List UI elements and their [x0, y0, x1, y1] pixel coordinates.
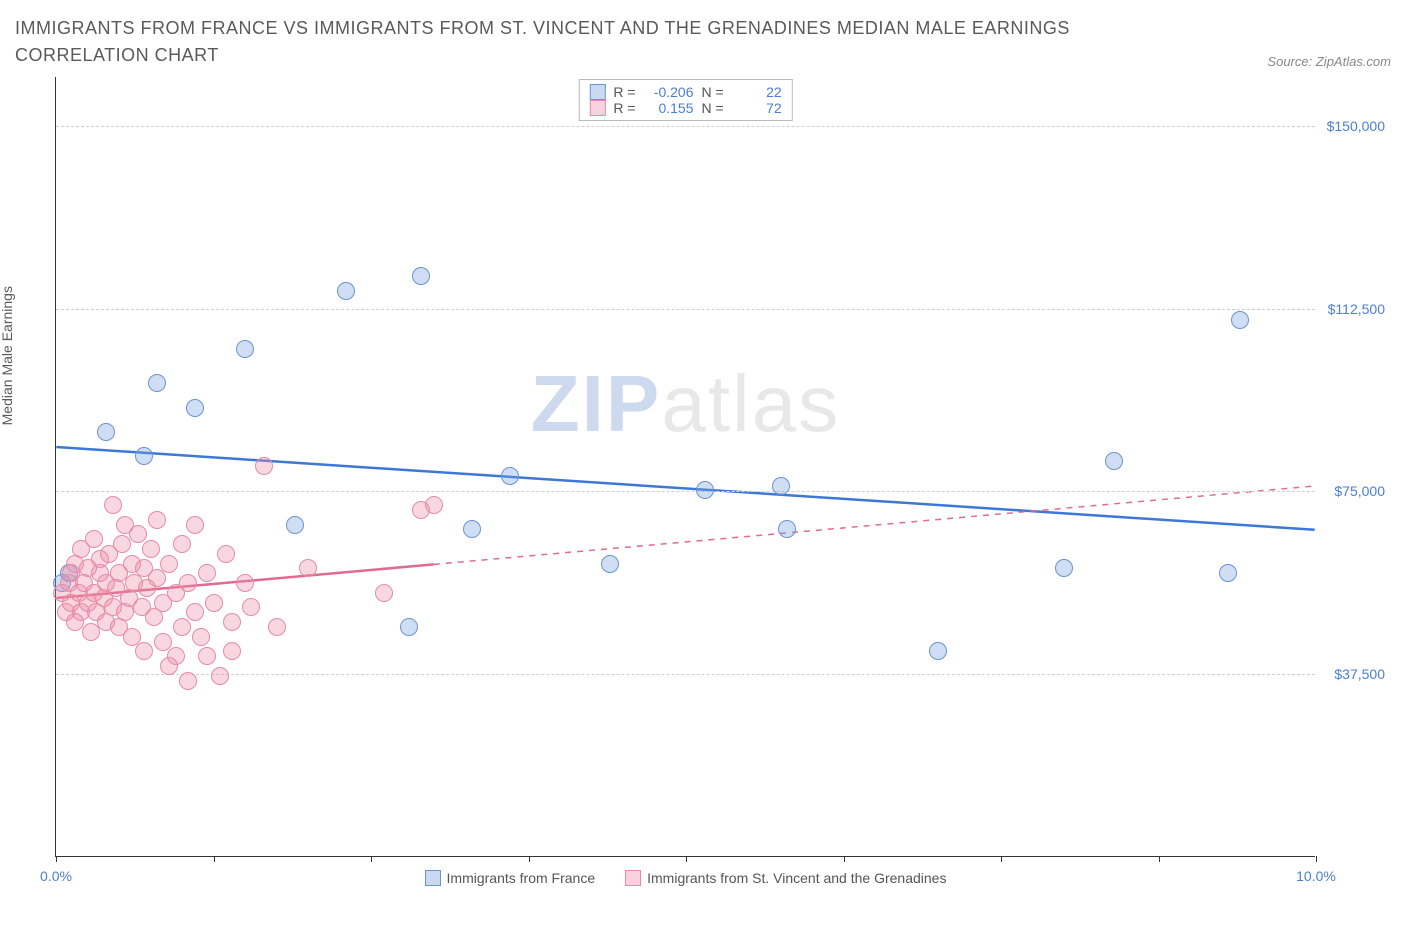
swatch-pink-icon [589, 100, 605, 116]
data-point-stvincent [129, 525, 147, 543]
y-axis-label: Median Male Earnings [0, 286, 15, 425]
x-tick [1316, 856, 1317, 862]
grid-line [56, 674, 1315, 675]
data-point-france [778, 520, 796, 538]
data-point-stvincent [160, 555, 178, 573]
data-point-france [412, 267, 430, 285]
data-point-france [236, 340, 254, 358]
grid-line [56, 491, 1315, 492]
chart-title: IMMIGRANTS FROM FRANCE VS IMMIGRANTS FRO… [15, 15, 1115, 69]
swatch-blue-icon [425, 870, 441, 886]
data-point-stvincent [198, 564, 216, 582]
data-point-stvincent [104, 496, 122, 514]
grid-line [56, 309, 1315, 310]
x-tick [1159, 856, 1160, 862]
x-tick [686, 856, 687, 862]
data-point-france [772, 477, 790, 495]
data-point-france [97, 423, 115, 441]
x-tick-label: 10.0% [1296, 868, 1336, 884]
y-tick-label: $37,500 [1320, 666, 1385, 682]
data-point-stvincent [242, 598, 260, 616]
data-point-stvincent [268, 618, 286, 636]
data-point-stvincent [375, 584, 393, 602]
data-point-stvincent [135, 642, 153, 660]
data-point-stvincent [255, 457, 273, 475]
data-point-stvincent [425, 496, 443, 514]
legend-item-stvincent: Immigrants from St. Vincent and the Gren… [625, 870, 946, 886]
data-point-stvincent [148, 511, 166, 529]
data-point-france [929, 642, 947, 660]
data-point-stvincent [198, 647, 216, 665]
y-tick-label: $75,000 [1320, 483, 1385, 499]
data-point-france [186, 399, 204, 417]
swatch-blue-icon [589, 84, 605, 100]
legend-item-france: Immigrants from France [425, 870, 596, 886]
plot-region: ZIPatlas R = -0.206 N = 22 R = 0.155 N =… [55, 77, 1315, 857]
correlation-legend: R = -0.206 N = 22 R = 0.155 N = 72 [578, 79, 792, 121]
legend-row-stvincent: R = 0.155 N = 72 [589, 100, 781, 116]
data-point-stvincent [211, 667, 229, 685]
x-tick [1001, 856, 1002, 862]
x-tick [844, 856, 845, 862]
data-point-france [1219, 564, 1237, 582]
data-point-france [696, 481, 714, 499]
legend-row-france: R = -0.206 N = 22 [589, 84, 781, 100]
data-point-stvincent [173, 618, 191, 636]
data-point-stvincent [113, 535, 131, 553]
y-tick-label: $112,500 [1320, 301, 1385, 317]
data-point-france [1231, 311, 1249, 329]
x-tick [371, 856, 372, 862]
data-point-france [501, 467, 519, 485]
x-tick-label: 0.0% [40, 868, 72, 884]
data-point-stvincent [192, 628, 210, 646]
data-point-france [400, 618, 418, 636]
data-point-france [286, 516, 304, 534]
x-tick [214, 856, 215, 862]
data-point-france [135, 447, 153, 465]
data-point-france [1105, 452, 1123, 470]
grid-line [56, 126, 1315, 127]
data-point-stvincent [167, 647, 185, 665]
y-tick-label: $150,000 [1320, 118, 1385, 134]
regression-lines [56, 77, 1315, 856]
data-point-stvincent [205, 594, 223, 612]
data-point-stvincent [223, 613, 241, 631]
source-credit: Source: ZipAtlas.com [1267, 54, 1391, 69]
swatch-pink-icon [625, 870, 641, 886]
data-point-stvincent [179, 672, 197, 690]
watermark: ZIPatlas [531, 358, 840, 450]
series-legend: Immigrants from France Immigrants from S… [56, 870, 1315, 886]
data-point-france [1055, 559, 1073, 577]
data-point-stvincent [223, 642, 241, 660]
data-point-stvincent [186, 603, 204, 621]
data-point-stvincent [217, 545, 235, 563]
x-tick [56, 856, 57, 862]
data-point-stvincent [299, 559, 317, 577]
data-point-stvincent [154, 633, 172, 651]
data-point-stvincent [148, 569, 166, 587]
data-point-france [463, 520, 481, 538]
data-point-stvincent [123, 628, 141, 646]
chart-area: Median Male Earnings ZIPatlas R = -0.206… [15, 77, 1391, 897]
data-point-france [337, 282, 355, 300]
data-point-stvincent [186, 516, 204, 534]
data-point-france [148, 374, 166, 392]
data-point-stvincent [179, 574, 197, 592]
data-point-stvincent [142, 540, 160, 558]
data-point-france [601, 555, 619, 573]
data-point-stvincent [173, 535, 191, 553]
x-tick [529, 856, 530, 862]
data-point-stvincent [236, 574, 254, 592]
data-point-stvincent [85, 530, 103, 548]
